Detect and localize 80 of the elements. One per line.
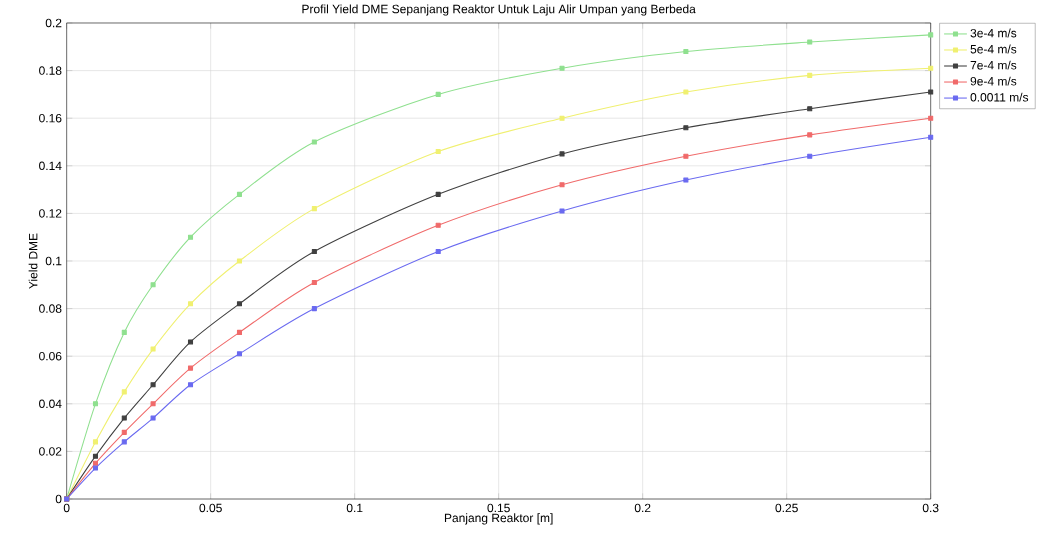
point: [187, 382, 194, 388]
point: [435, 91, 441, 97]
point: [807, 39, 813, 45]
point: [236, 191, 243, 197]
y-tick-label: 0.18: [39, 66, 62, 75]
point: [311, 279, 317, 285]
point: [311, 206, 317, 212]
point: [187, 339, 194, 345]
point: [928, 115, 934, 121]
point: [311, 139, 317, 145]
point: [559, 115, 565, 121]
point: [236, 301, 243, 307]
point: [807, 106, 813, 112]
point: [559, 182, 565, 188]
point: [807, 153, 813, 159]
point: [92, 465, 99, 471]
point: [683, 49, 689, 55]
y-tick-label: 0.12: [39, 209, 62, 218]
x-tick-label: 0.05: [199, 503, 222, 513]
point: [311, 306, 317, 312]
point: [311, 248, 317, 255]
point: [236, 329, 243, 335]
point: [150, 282, 156, 288]
x-tick-label: 0.3: [922, 503, 939, 513]
point: [121, 329, 127, 335]
x-tick-label: 0.15: [487, 503, 510, 513]
y-tick-label: 0.08: [39, 304, 62, 313]
point: [435, 191, 441, 197]
point: [121, 429, 127, 435]
legend-label: 3e-4 m/s: [970, 28, 1017, 38]
x-tick-label: 0.2: [634, 503, 651, 513]
point: [683, 125, 689, 131]
y-tick-label: 0.14: [39, 161, 62, 171]
y-tick-label: 0.02: [39, 447, 62, 456]
point: [807, 132, 813, 138]
legend-label: 0.0011 m/s: [970, 92, 1029, 102]
point: [559, 65, 565, 71]
y-tick-label: 0.04: [39, 399, 62, 409]
point: [559, 151, 565, 157]
point: [121, 415, 127, 421]
point: [121, 439, 127, 445]
point: [150, 415, 156, 421]
point: [435, 248, 441, 255]
point: [150, 346, 156, 352]
y-tick-label: 0.2: [45, 18, 62, 28]
point: [928, 32, 934, 38]
y-tick-label: 0: [55, 494, 62, 504]
point: [435, 148, 441, 155]
point: [187, 234, 194, 240]
point: [121, 389, 127, 395]
point: [187, 301, 194, 307]
point: [92, 453, 99, 459]
point: [928, 65, 934, 71]
point: [92, 439, 99, 445]
point: [559, 208, 565, 214]
point: [807, 72, 813, 78]
point: [928, 134, 934, 140]
point: [928, 89, 934, 95]
y-axis-title: Yield DME: [28, 233, 38, 289]
y-tick-label: 0.06: [39, 351, 62, 361]
legend-label: 9e-4 m/s: [970, 76, 1017, 86]
legend-label: 7e-4 m/s: [970, 60, 1017, 70]
legend-label: 5e-4 m/s: [970, 44, 1017, 54]
y-tick-label: 0.16: [39, 113, 62, 123]
point: [150, 401, 156, 407]
point: [683, 177, 689, 183]
x-axis-title: Panjang Reaktor [m]: [444, 513, 553, 525]
x-tick-label: 0.1: [346, 503, 363, 513]
x-tick-label: 0: [63, 503, 70, 513]
x-tick-label: 0.25: [775, 503, 798, 513]
point: [435, 222, 441, 228]
point: [150, 382, 156, 388]
point: [187, 365, 194, 371]
point: [236, 258, 243, 264]
point: [683, 153, 689, 159]
y-tick-label: 0.1: [45, 256, 62, 266]
chart-title: Profil Yield DME Sepanjang Reaktor Untuk Laju Alir Umpan yang Berbeda: [302, 4, 696, 16]
point: [92, 401, 99, 407]
point: [236, 351, 243, 357]
point: [683, 89, 689, 95]
